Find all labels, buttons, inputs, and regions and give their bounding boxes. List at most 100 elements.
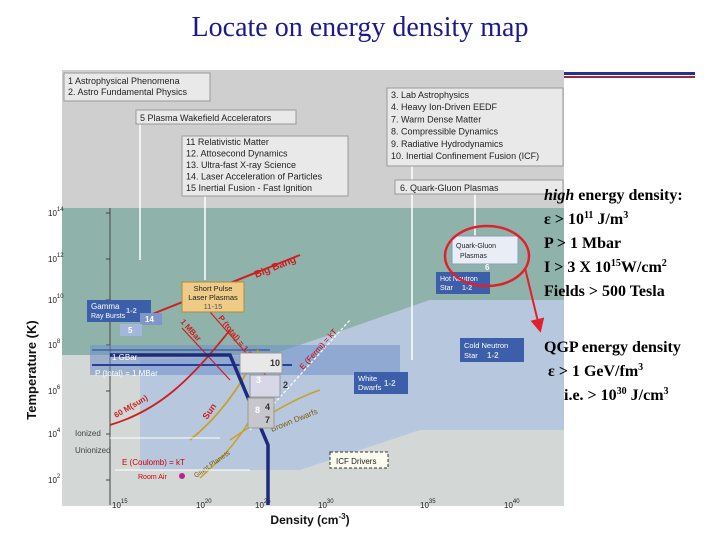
topic-line: 12. Attosecond Dynamics (186, 149, 288, 159)
region-box-4-8 (247, 397, 275, 429)
page-title: Locate on energy density map (191, 12, 529, 43)
hot-neutron-star-box (436, 272, 490, 294)
cold-neutron-label-1: Cold Neutron (464, 341, 508, 350)
topic-line: 5 Plasma Wakefield Accelerators (140, 113, 272, 123)
y-axis-ticks: 1014 1012 1010 108 106 104 102 (48, 207, 110, 485)
box-14-label: 14 (145, 315, 154, 324)
y-axis-label: Temperature (K) (24, 320, 39, 419)
short-pulse-laser-box (181, 281, 245, 313)
box-7-label: 7 (265, 415, 270, 425)
topic-line: 3. Lab Astrophysics (391, 90, 470, 100)
svg-text:5 Plasma Wakefield Accelerat: 5 Plasma Wakefield Accelerators (140, 113, 272, 123)
white-dwarfs-label-1: White (358, 374, 377, 383)
decorative-line-red (563, 76, 695, 78)
white-dwarfs-label-2: Dwarfs (358, 383, 382, 392)
y-tick-label: 108 (48, 339, 61, 350)
unionized-label: Unionized (75, 446, 111, 455)
decorative-line-blue (563, 72, 695, 75)
box-4-label: 4 (265, 402, 270, 412)
y-tick-label: 102 (48, 474, 61, 485)
box-10-label: 10 (270, 358, 280, 368)
topic-line: 7. Warm Dense Matter (391, 114, 481, 124)
qgp-highlight-ellipse (443, 224, 531, 288)
topic-box-plasma-wakefield: 5 Plasma Wakefield Accelerators (135, 109, 297, 125)
qgp-gev-criterion: ε > 1 GeV/fm3 (548, 362, 644, 381)
box-5-label: 5 (128, 326, 133, 335)
y-tick-label: 1014 (48, 207, 64, 218)
topic-box-lab-hedp: 3. Lab Astrophysics 4. Heavy Ion-Driven E… (386, 87, 564, 167)
giant-planets-track (199, 419, 251, 479)
y-tick-label: 104 (48, 428, 61, 439)
qgp-criteria-text: QGP energy density ε > 1 GeV/fm3 i.e. > … (544, 336, 681, 408)
ionized-label: Ionized (75, 429, 101, 438)
gamma-number: 1-2 (126, 306, 137, 315)
svg-text:6. Quark-Gluon Plasmas: 6. Quark-Gluon Plasmas (400, 183, 499, 193)
gamma-label-2: Ray Bursts (91, 313, 126, 320)
box-8-label: 8 (255, 405, 260, 415)
topic-line: 11 Relativistic Matter (186, 137, 269, 147)
region-box-5 (120, 324, 142, 336)
topic-line: 10. Inertial Confinement Fusion (ICF) (391, 151, 539, 161)
white-dwarfs-box (354, 372, 408, 394)
y-tick-label: 1012 (48, 253, 64, 264)
field-criterion: Fields > 500 Tesla (544, 283, 665, 300)
white-dwarfs-number: 1-2 (384, 379, 396, 388)
gamma-ray-bursts-box (87, 300, 151, 322)
x-tick-label: 1015 (112, 499, 128, 510)
hot-neutron-label-2: Star (440, 285, 454, 292)
pressure-criterion: P > 1 Mbar (544, 235, 622, 252)
x-tick-label: 1035 (420, 499, 436, 510)
qgp-heading: QGP energy density (544, 339, 681, 356)
x-tick-label: 1020 (196, 499, 212, 510)
qgp-pointer-arrow (524, 267, 545, 333)
short-pulse-number: 11-15 (204, 302, 223, 311)
topic-line: 2. Astro Fundamental Physics (68, 87, 188, 97)
box-2-label: 2 (283, 380, 288, 390)
region-box-10 (239, 352, 283, 374)
hot-neutron-number: 1-2 (462, 285, 472, 292)
intensity-criterion: I > 3 X 1015W/cm2 (544, 258, 667, 277)
brown-dwarfs-track (229, 389, 321, 441)
sixty-m-sun-track (109, 329, 231, 426)
quark-gluon-label-1: Quark-Gluon (456, 243, 496, 250)
e-coulomb-label: E (Coulomb) = kT (122, 458, 185, 467)
cold-neutron-label-2: Star (464, 351, 478, 360)
y-tick-label: 106 (48, 385, 61, 396)
p-total-1mbar-label: P (total) = 1 MBar (95, 369, 158, 378)
short-pulse-label-1: Short Pulse (194, 284, 233, 293)
topic-line: 4. Heavy Ion-Driven EEDF (391, 102, 498, 112)
room-air-label: Room Air (138, 474, 167, 481)
quark-gluon-number: 6 (485, 263, 490, 272)
topic-line: 9. Radiative Hydrodynamics (391, 139, 504, 149)
topic-line: 14. Laser Acceleration of Particles (186, 172, 323, 182)
region-box-14 (140, 313, 162, 325)
x-tick-label: 1030 (318, 499, 334, 510)
gamma-label-1: Gamma (91, 302, 120, 311)
quark-gluon-label-2: Plasmas (460, 253, 487, 260)
y-tick-label: 1010 (48, 294, 64, 305)
energy-criterion: ε > 1011 J/m3 (544, 210, 629, 229)
topic-box-quark-gluon: 6. Quark-Gluon Plasmas (394, 179, 564, 195)
qgp-joule-criterion: i.e. > 1030 J/cm3 (564, 386, 669, 405)
topic-box-astro: 1 Astrophysical Phenomena 2. Astro Fundam… (63, 72, 211, 102)
one-gbar-label: 1 GBar (112, 353, 138, 362)
icf-drivers-box (329, 451, 389, 469)
cold-neutron-number: 1-2 (487, 351, 499, 360)
topic-line: 8. Compressible Dynamics (391, 127, 499, 137)
topic-line: 6. Quark-Gluon Plasmas (400, 183, 499, 193)
icf-drivers-label: ICF Drivers (336, 457, 376, 466)
topic-box-ultrafast: 11 Relativistic Matter 12. Attosecond Dyn… (181, 135, 349, 197)
high-temperature-region (62, 208, 564, 355)
room-air-marker (179, 473, 185, 479)
hed-heading: high energy density: (544, 187, 683, 204)
topic-line: 15 Inertial Fusion - Fast Ignition (186, 183, 312, 193)
topic-line: 1 Astrophysical Phenomena (68, 76, 180, 86)
x-tick-label: 1040 (504, 499, 520, 510)
topic-line: 13. Ultra-fast X-ray Science (186, 160, 296, 170)
x-axis-label: Density (cm-3) (270, 512, 349, 527)
hed-criteria-text: high energy density: ε > 1011 J/m3 P > 1… (544, 184, 683, 304)
